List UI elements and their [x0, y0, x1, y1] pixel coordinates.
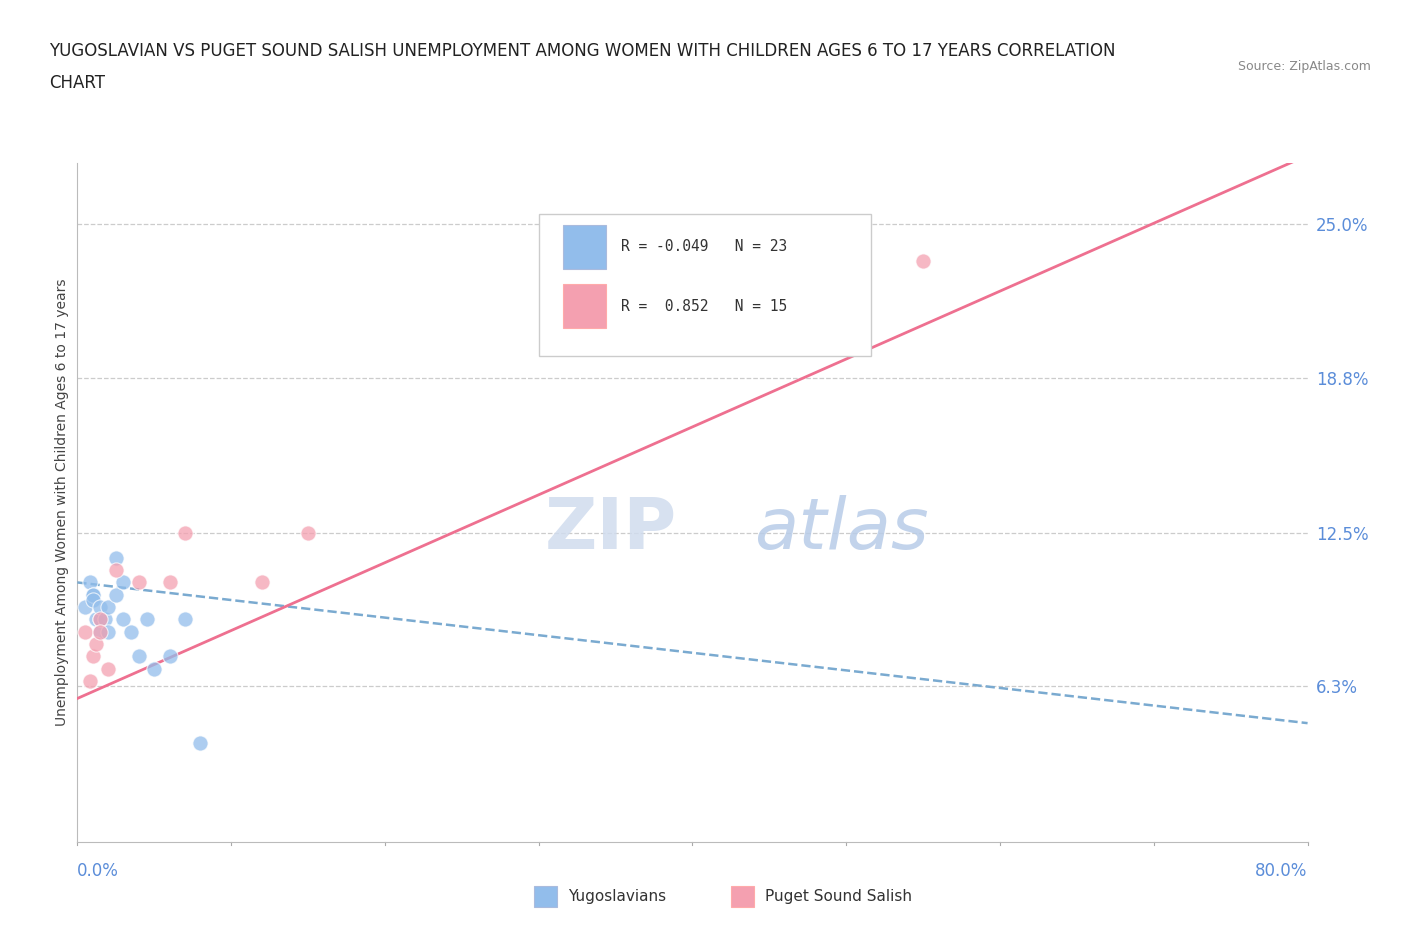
Text: atlas: atlas — [754, 495, 928, 564]
Point — [79, 575, 101, 590]
Text: R =  0.852   N = 15: R = 0.852 N = 15 — [621, 299, 787, 313]
FancyBboxPatch shape — [538, 214, 870, 356]
Text: YUGOSLAVIAN VS PUGET SOUND SALISH UNEMPLOYMENT AMONG WOMEN WITH CHILDREN AGES 6 : YUGOSLAVIAN VS PUGET SOUND SALISH UNEMPL… — [49, 42, 1116, 60]
Text: Yugoslavians: Yugoslavians — [568, 889, 666, 904]
Point — [89, 624, 111, 639]
Point — [104, 551, 127, 565]
Point — [104, 588, 127, 603]
Point — [297, 525, 319, 540]
Text: 0.0%: 0.0% — [77, 862, 120, 880]
Point — [82, 649, 104, 664]
Text: ZIP: ZIP — [546, 495, 678, 564]
Point — [159, 575, 181, 590]
Point — [97, 624, 120, 639]
Point — [174, 612, 197, 627]
Point — [174, 525, 197, 540]
Point — [84, 612, 107, 627]
Bar — [564, 224, 606, 269]
Point — [188, 736, 212, 751]
Point — [73, 600, 96, 615]
Point — [82, 588, 104, 603]
Bar — [564, 285, 606, 328]
Point — [89, 612, 111, 627]
Point — [82, 592, 104, 607]
Point — [128, 649, 150, 664]
Point — [128, 575, 150, 590]
Text: CHART: CHART — [49, 74, 105, 92]
Point — [104, 563, 127, 578]
Point — [89, 624, 111, 639]
Point — [89, 612, 111, 627]
Point — [120, 624, 142, 639]
Point — [97, 661, 120, 676]
Point — [94, 612, 117, 627]
Point — [250, 575, 273, 590]
Point — [912, 254, 935, 269]
Point — [73, 624, 96, 639]
Point — [143, 661, 166, 676]
Point — [112, 575, 135, 590]
Text: Source: ZipAtlas.com: Source: ZipAtlas.com — [1237, 60, 1371, 73]
Point — [135, 612, 157, 627]
Point — [112, 612, 135, 627]
Point — [79, 673, 101, 688]
Text: 80.0%: 80.0% — [1256, 862, 1308, 880]
Point — [159, 649, 181, 664]
Point — [82, 588, 104, 603]
Text: Puget Sound Salish: Puget Sound Salish — [765, 889, 912, 904]
Text: R = -0.049   N = 23: R = -0.049 N = 23 — [621, 239, 787, 254]
Point — [97, 600, 120, 615]
Point — [84, 637, 107, 652]
Y-axis label: Unemployment Among Women with Children Ages 6 to 17 years: Unemployment Among Women with Children A… — [55, 278, 69, 726]
Point — [758, 340, 780, 355]
Point — [89, 600, 111, 615]
